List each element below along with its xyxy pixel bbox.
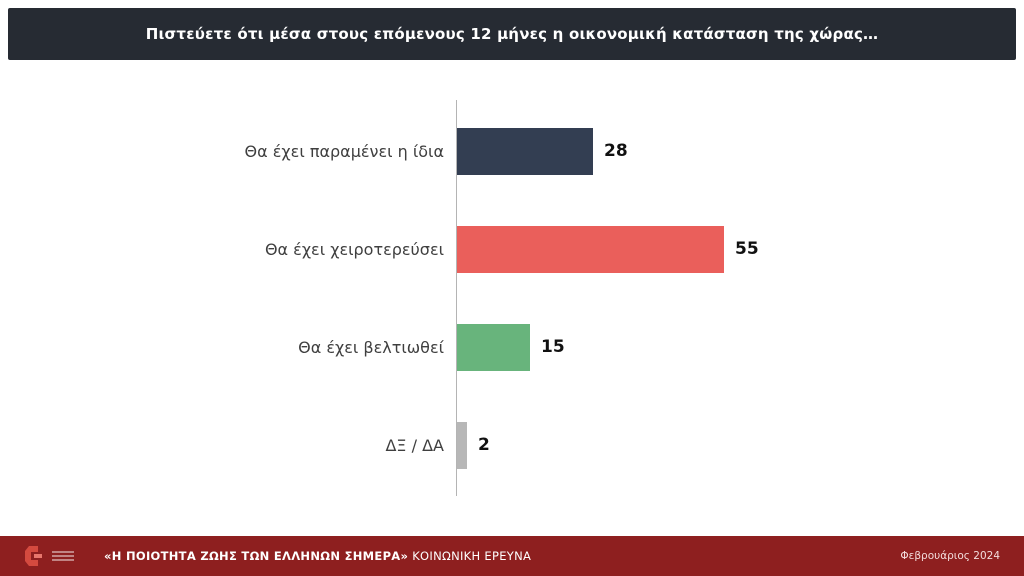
category-label: Θα έχει παραμένει η ίδια	[244, 141, 444, 161]
footer-survey-title: «Η ΠΟΙΟΤΗΤΑ ΖΩΗΣ ΤΩΝ ΕΛΛΗΝΩΝ ΣΗΜΕΡΑ» ΚΟΙ…	[104, 549, 531, 563]
chart-row: ΔΞ / ΔΑ 2	[0, 396, 1024, 494]
footer-logo-text-lines	[52, 551, 74, 561]
bar	[457, 421, 467, 469]
value-label: 15	[541, 337, 565, 357]
value-label: 55	[735, 239, 759, 259]
chart-row: Θα έχει χειροτερεύσει 55	[0, 200, 1024, 298]
bar	[457, 127, 593, 175]
bar-area: 55	[457, 225, 1024, 273]
category-label: Θα έχει βελτιωθεί	[298, 337, 444, 357]
bar	[457, 323, 530, 371]
bar-area: 2	[457, 421, 1024, 469]
chart-title: Πιστεύετε ότι μέσα στους επόμενους 12 μή…	[145, 25, 879, 43]
chart-rows: Θα έχει παραμένει η ίδια 28 Θα έχει χειροτ…	[0, 102, 1024, 494]
category-label: ΔΞ / ΔΑ	[385, 435, 444, 455]
chart-row: Θα έχει παραμένει η ίδια 28	[0, 102, 1024, 200]
footer-logo-icon	[25, 546, 42, 566]
bar-chart: Θα έχει παραμένει η ίδια 28 Θα έχει χειροτ…	[0, 100, 1024, 496]
bar-area: 15	[457, 323, 1024, 371]
footer-bar: «Η ΠΟΙΟΤΗΤΑ ΖΩΗΣ ΤΩΝ ΕΛΛΗΝΩΝ ΣΗΜΕΡΑ» ΚΟΙ…	[0, 536, 1024, 576]
bar	[457, 225, 724, 273]
footer-left: «Η ΠΟΙΟΤΗΤΑ ΖΩΗΣ ΤΩΝ ΕΛΛΗΝΩΝ ΣΗΜΕΡΑ» ΚΟΙ…	[24, 545, 531, 567]
footer-survey-title-regular: ΚΟΙΝΩΝΙΚΗ ΕΡΕΥΝΑ	[408, 549, 532, 563]
footer-date: Φεβρουάριος 2024	[900, 550, 1000, 562]
value-label: 2	[478, 435, 490, 455]
footer-survey-title-bold: «Η ΠΟΙΟΤΗΤΑ ΖΩΗΣ ΤΩΝ ΕΛΛΗΝΩΝ ΣΗΜΕΡΑ»	[104, 549, 409, 563]
y-axis-line	[456, 100, 457, 496]
chart-row: Θα έχει βελτιωθεί 15	[0, 298, 1024, 396]
header-banner: Πιστεύετε ότι μέσα στους επόμενους 12 μή…	[8, 8, 1016, 60]
category-label: Θα έχει χειροτερεύσει	[264, 239, 444, 259]
bar-area: 28	[457, 127, 1024, 175]
value-label: 28	[604, 141, 628, 161]
